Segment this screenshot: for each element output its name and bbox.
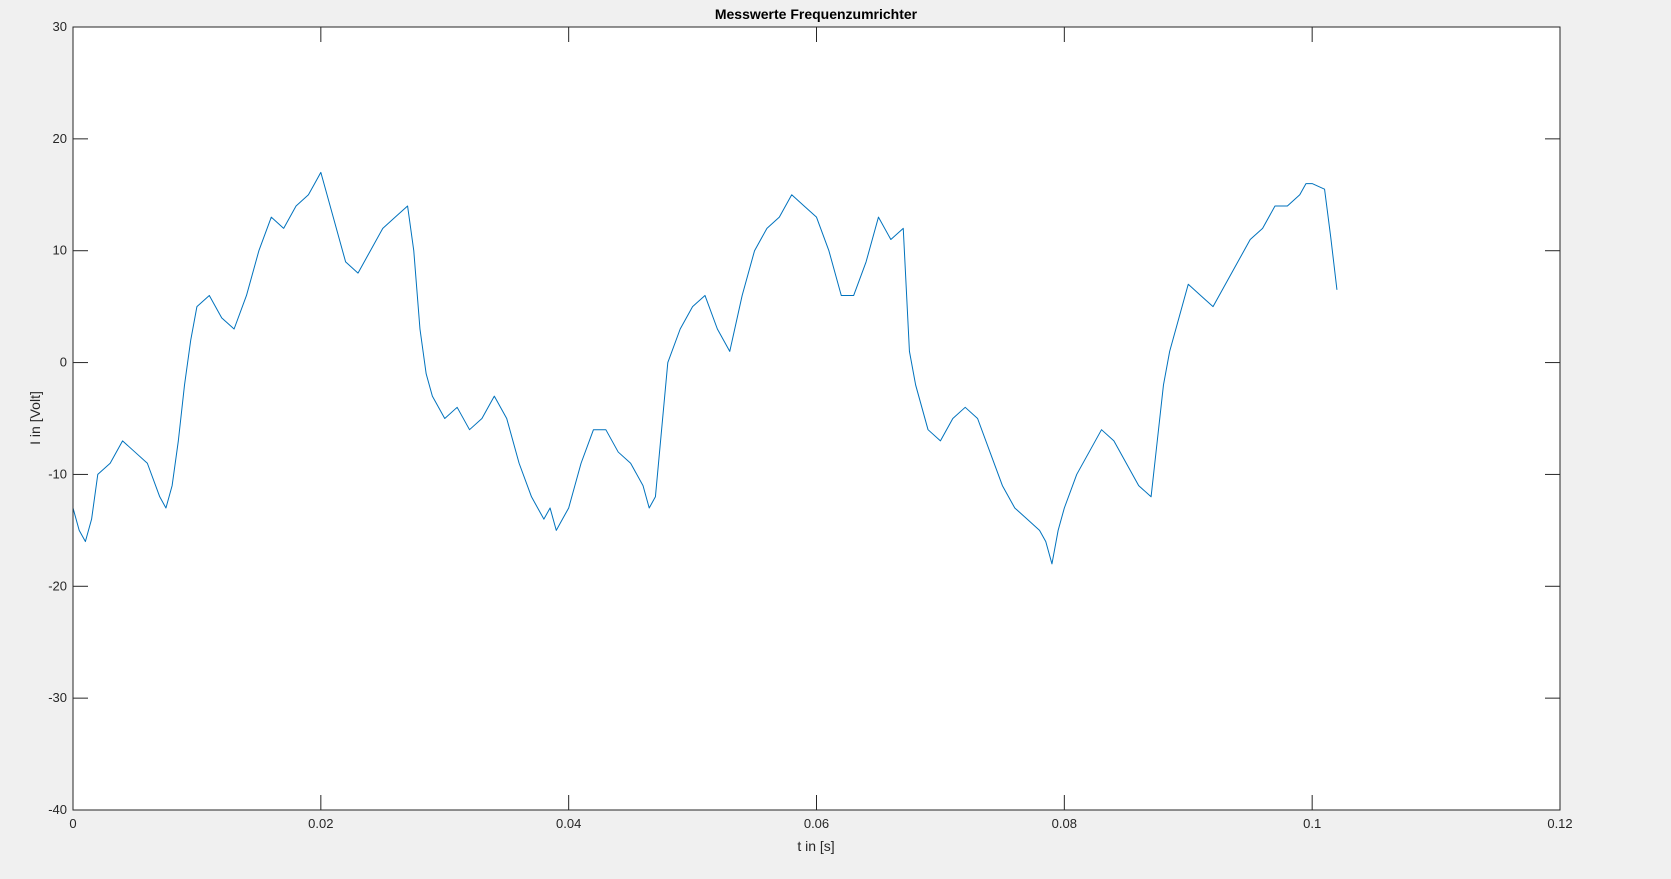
- series-layer: [72, 171, 1338, 565]
- ticks-layer: 0 0.02 0.04 0.06 0.08 0.1 0.12 -40 -30 -20 -10 0 10 2…: [48, 19, 1572, 831]
- x-tick-label: 0.1: [1303, 816, 1321, 831]
- y-tick-label: 20: [53, 131, 67, 146]
- x-tick-label: 0: [69, 816, 76, 831]
- x-axis-label: t in [s]: [797, 838, 834, 854]
- x-tick-label: 0.06: [804, 816, 829, 831]
- x-tick-label: 0.08: [1052, 816, 1077, 831]
- y-tick-label: -10: [48, 466, 67, 481]
- y-tick-label: -30: [48, 690, 67, 705]
- y-tick-label: -20: [48, 578, 67, 593]
- y-tick-label: 30: [53, 19, 67, 34]
- x-tick-label: 0.04: [556, 816, 581, 831]
- y-tick-label: 0: [60, 355, 67, 370]
- series-line-1: [72, 171, 1338, 565]
- x-tick-label: 0.12: [1547, 816, 1572, 831]
- plot-area: [73, 27, 1560, 810]
- y-tick-label: -40: [48, 802, 67, 817]
- chart-title: Messwerte Frequenzumrichter: [715, 6, 918, 22]
- y-tick-label: 10: [53, 243, 67, 258]
- x-tick-label: 0.02: [308, 816, 333, 831]
- y-axis-label: I in [Volt]: [27, 391, 43, 445]
